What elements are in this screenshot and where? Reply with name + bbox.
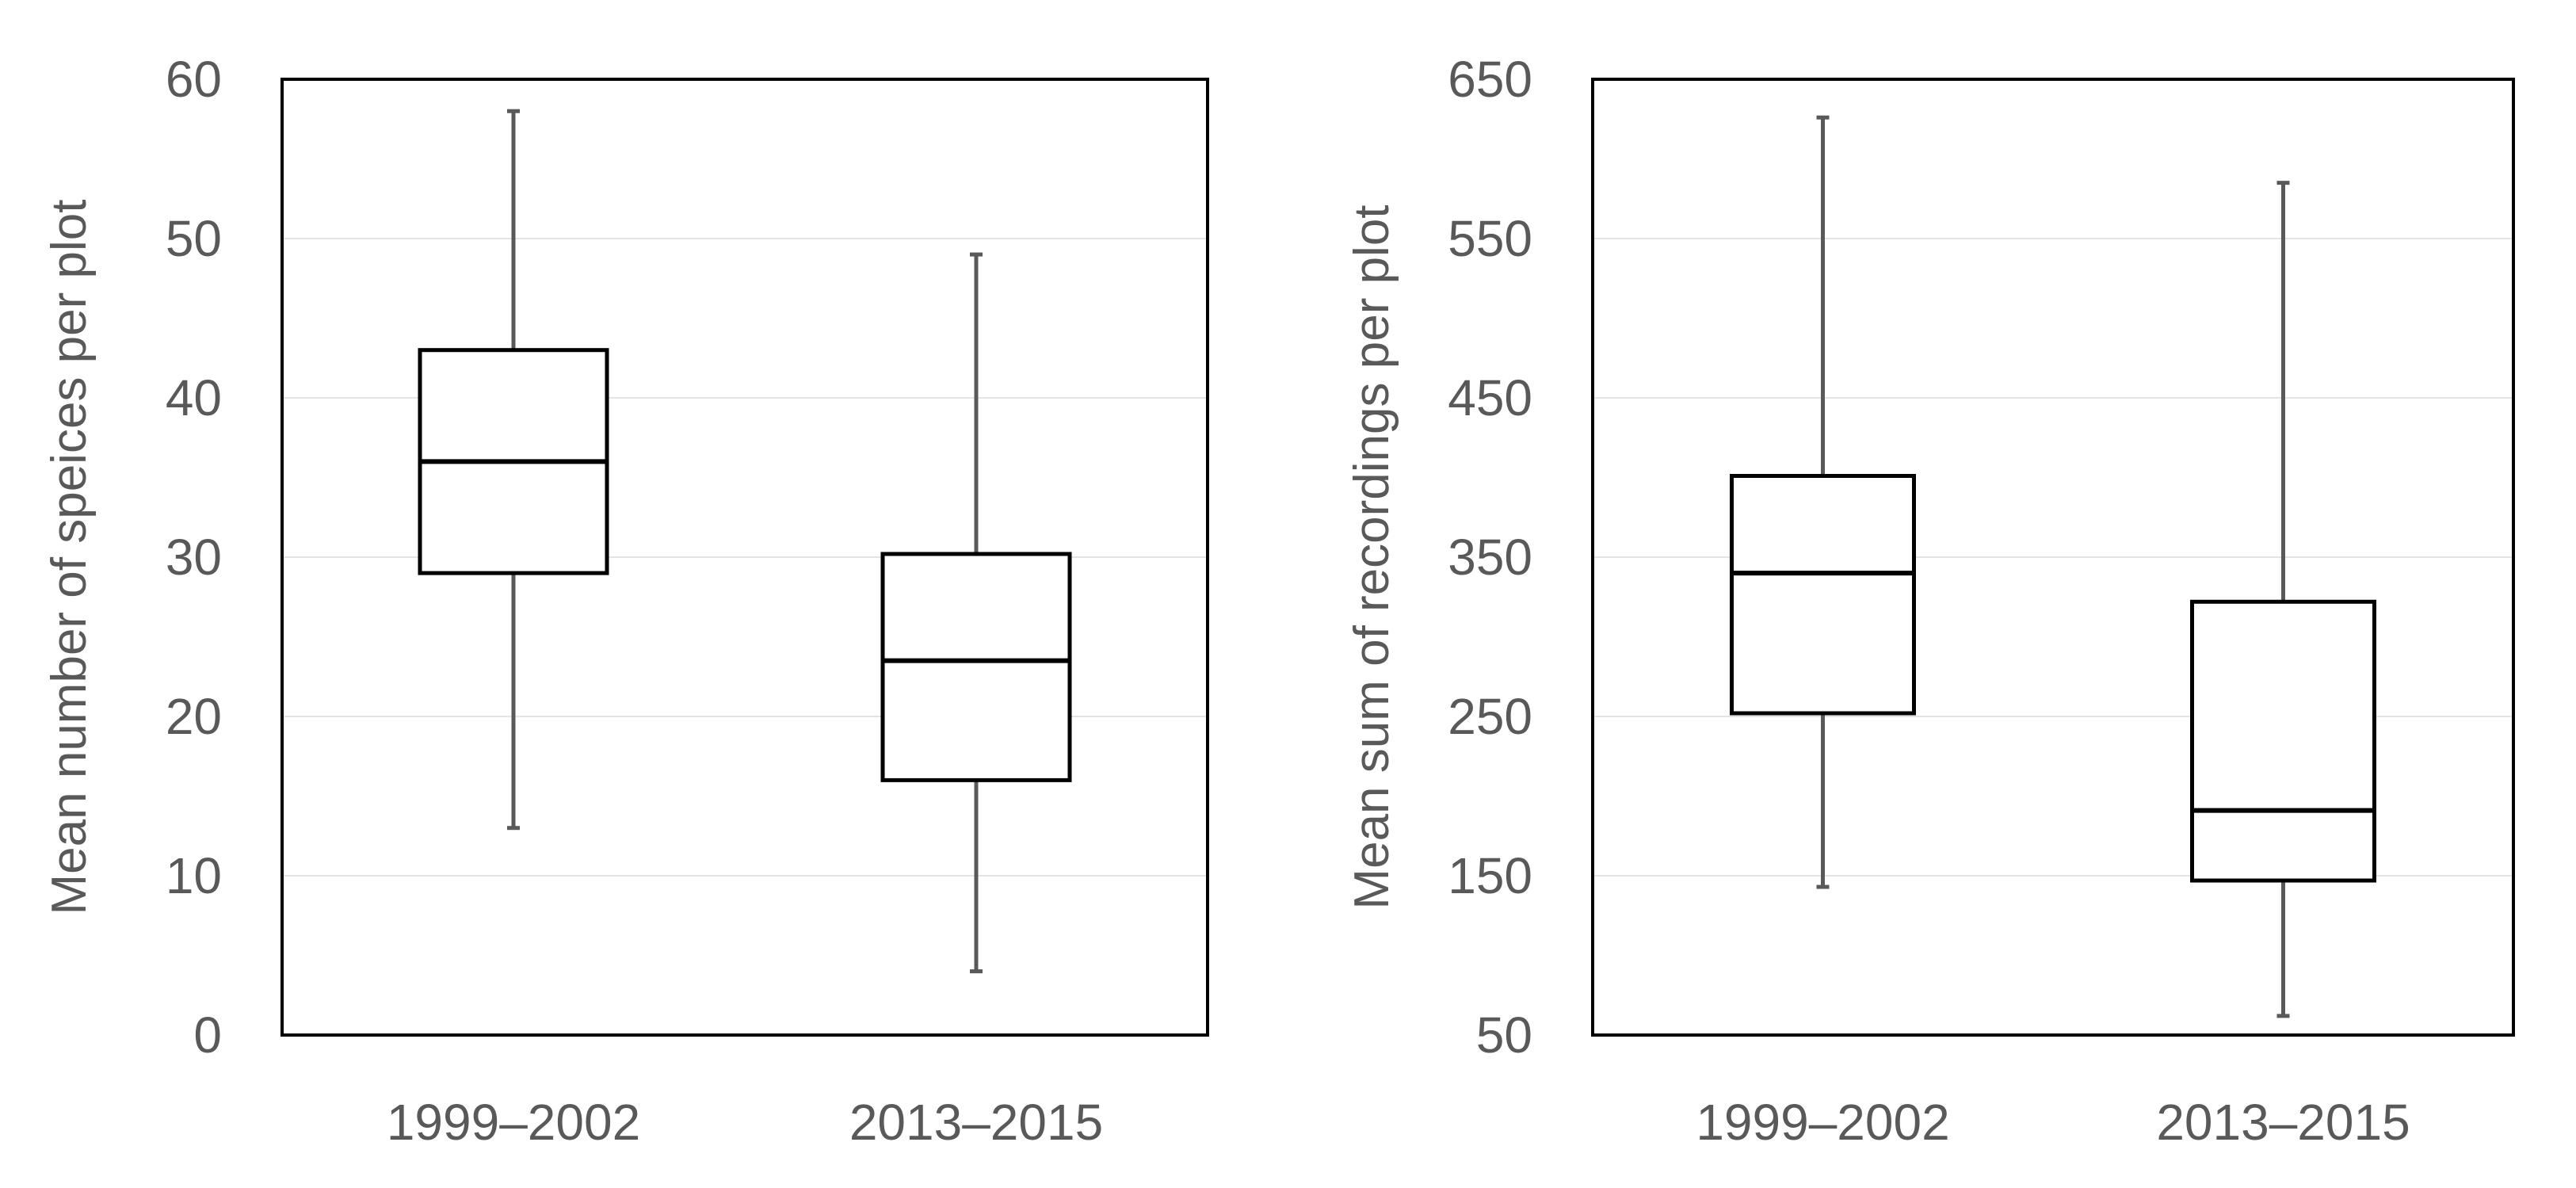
x-category-label: 2013–2015	[849, 1094, 1103, 1151]
y-tick-label: 60	[166, 51, 222, 108]
plot-area-frame	[1591, 78, 2515, 1037]
y-tick-label: 10	[166, 847, 222, 904]
box-plot-2	[880, 252, 1072, 974]
y-tick-label: 30	[166, 529, 222, 586]
iqr-box	[880, 552, 1072, 782]
y-tick-label: 0	[193, 1007, 222, 1064]
y-tick-label: 450	[1448, 369, 1532, 426]
species-chart: 0 10 20 30 40 50 60 Mean number of speices per …	[42, 51, 1209, 1151]
y-tick-label: 650	[1448, 51, 1532, 108]
y-tick-label: 50	[1476, 1007, 1532, 1064]
box-plot-1	[418, 109, 609, 831]
y-axis-title: Mean number of speices per plot	[42, 200, 97, 915]
y-tick-label: 350	[1448, 529, 1532, 586]
iqr-box	[1730, 473, 1916, 716]
box-plot-1	[1730, 115, 1916, 889]
iqr-box	[2190, 599, 2376, 883]
box-plot-2	[2190, 181, 2376, 1018]
y-axis-title: Mean sum of recordings per plot	[1345, 204, 1399, 909]
recordings-chart: 50 150 250 350 450 550 650 Mean sum of recordin…	[1345, 51, 2515, 1151]
x-category-label: 2013–2015	[2156, 1094, 2410, 1151]
y-tick-label: 40	[166, 369, 222, 426]
y-tick-label: 550	[1448, 210, 1532, 267]
y-tick-label: 250	[1448, 688, 1532, 745]
y-tick-label: 50	[166, 210, 222, 267]
plot-area-frame	[280, 78, 1209, 1037]
x-category-label: 1999–2002	[387, 1094, 640, 1151]
y-tick-label: 150	[1448, 847, 1532, 904]
y-tick-label: 20	[166, 688, 222, 745]
x-category-label: 1999–2002	[1696, 1094, 1949, 1151]
